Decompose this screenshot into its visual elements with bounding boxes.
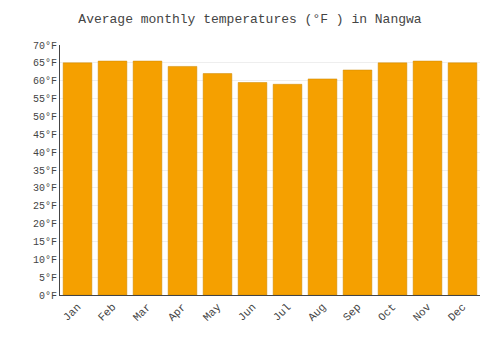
svg-text:Oct: Oct [376, 301, 398, 323]
svg-text:60°F: 60°F [33, 76, 57, 87]
svg-text:70°F: 70°F [33, 41, 57, 52]
svg-text:Mar: Mar [131, 301, 153, 323]
svg-text:Jun: Jun [236, 301, 258, 323]
svg-text:Sep: Sep [341, 301, 363, 323]
svg-text:Apr: Apr [166, 301, 188, 323]
svg-text:40°F: 40°F [33, 148, 57, 159]
svg-text:30°F: 30°F [33, 183, 57, 194]
svg-text:45°F: 45°F [33, 130, 57, 141]
svg-text:15°F: 15°F [33, 237, 57, 248]
svg-text:Aug: Aug [306, 301, 328, 323]
svg-text:50°F: 50°F [33, 112, 57, 123]
svg-text:20°F: 20°F [33, 219, 57, 230]
svg-text:Feb: Feb [96, 301, 118, 323]
svg-text:10°F: 10°F [33, 255, 57, 266]
svg-text:5°F: 5°F [39, 273, 57, 284]
svg-text:0°F: 0°F [39, 291, 57, 302]
svg-text:Average monthly temperatures (: Average monthly temperatures (°F ) in Na… [78, 12, 421, 27]
svg-text:Dec: Dec [446, 301, 468, 323]
svg-text:55°F: 55°F [33, 94, 57, 105]
svg-text:Nov: Nov [411, 301, 434, 324]
svg-text:35°F: 35°F [33, 166, 57, 177]
svg-text:May: May [201, 301, 224, 324]
svg-text:Jul: Jul [271, 301, 293, 323]
svg-text:Jan: Jan [61, 301, 83, 323]
svg-text:25°F: 25°F [33, 201, 57, 212]
svg-text:65°F: 65°F [33, 58, 57, 69]
